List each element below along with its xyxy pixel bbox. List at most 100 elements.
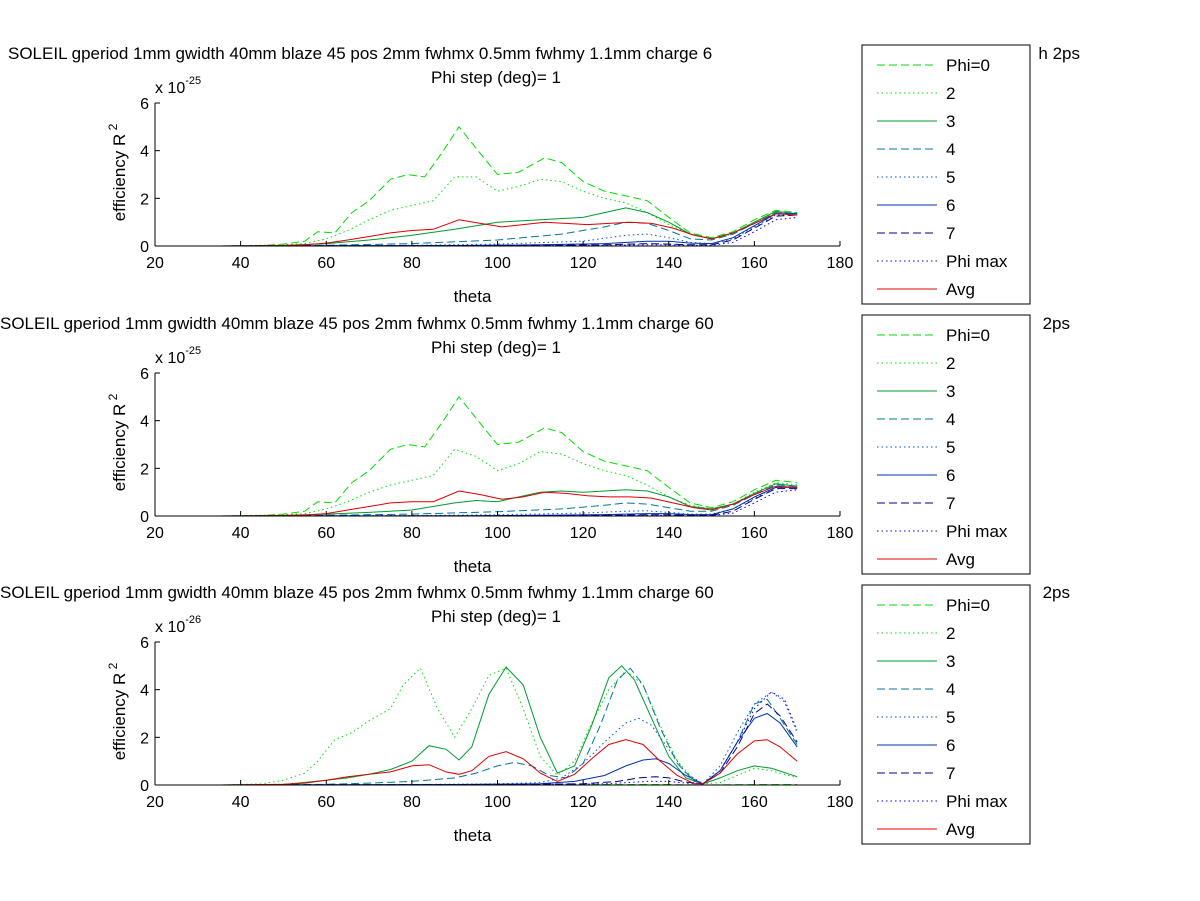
chart-panel-3: 20 40 60 80 100 120 140 160 180 0 2 4 6 x 10-26 theta e… bbox=[0, 583, 1070, 845]
series-line-3 bbox=[219, 665, 798, 786]
y-tick-label: 0 bbox=[140, 778, 149, 795]
y-axis-label-text: efficiency R bbox=[110, 134, 129, 222]
legend-label: Phi max bbox=[946, 792, 1008, 811]
chart-title: SOLEIL gperiod 1mm gwidth 40mm blaze 45 … bbox=[0, 314, 714, 333]
y-tick-label: 6 bbox=[140, 96, 149, 113]
x-tick-label: 120 bbox=[570, 794, 597, 811]
chart-panel-1: 20 40 60 80 100 120 140 160 180 0 2 4 6 x 10-25 theta e… bbox=[8, 44, 1080, 306]
x-tick-label: 140 bbox=[655, 525, 682, 542]
legend-label: 6 bbox=[946, 466, 955, 485]
legend-box bbox=[861, 44, 1031, 305]
legend-label: Phi=0 bbox=[946, 56, 990, 75]
legend-label: 7 bbox=[946, 494, 955, 513]
scale-factor: x 10-25 bbox=[155, 75, 201, 97]
legend-label: 3 bbox=[946, 652, 955, 671]
chart-title: SOLEIL gperiod 1mm gwidth 40mm blaze 45 … bbox=[8, 44, 712, 63]
legend-label: Phi max bbox=[946, 252, 1008, 271]
series-line-4 bbox=[219, 667, 798, 786]
scale-factor-base: x 10 bbox=[155, 350, 185, 367]
series-line-7 bbox=[219, 703, 798, 786]
legend: Phi=0 2 3 4 5 6 7 Phi max Avg bbox=[861, 584, 1031, 845]
legend-label: Avg bbox=[946, 280, 975, 299]
x-axis-label: theta bbox=[454, 557, 492, 576]
chart-title-tail: 2ps bbox=[1043, 314, 1070, 333]
x-tick-label: 20 bbox=[146, 525, 164, 542]
legend-label: 3 bbox=[946, 112, 955, 131]
y-axis-label: efficiency R 2 bbox=[106, 123, 129, 221]
x-tick-label: 140 bbox=[655, 255, 682, 272]
legend-label: 3 bbox=[946, 382, 955, 401]
series-line-6 bbox=[219, 712, 798, 786]
x-tick-label: 40 bbox=[232, 255, 250, 272]
x-tick-label: 160 bbox=[741, 255, 768, 272]
x-tick-label: 40 bbox=[232, 794, 250, 811]
legend-label: 4 bbox=[946, 410, 955, 429]
x-tick-label: 180 bbox=[827, 794, 854, 811]
y-axis-label-text: efficiency R bbox=[110, 404, 129, 492]
chart-title-tail: 2ps bbox=[1043, 583, 1070, 602]
x-axis-label: theta bbox=[454, 287, 492, 306]
series-line-7 bbox=[219, 488, 798, 517]
legend-label: 2 bbox=[946, 84, 955, 103]
series-line-9 bbox=[219, 213, 798, 247]
series-line-2 bbox=[219, 667, 798, 786]
x-tick-label: 140 bbox=[655, 794, 682, 811]
x-tick-label: 80 bbox=[403, 525, 421, 542]
chart-subtitle: Phi step (deg)= 1 bbox=[431, 68, 561, 87]
legend-label: 4 bbox=[946, 680, 955, 699]
chart-panel-2: 20 40 60 80 100 120 140 160 180 0 2 4 6 x 10-25 theta e… bbox=[0, 314, 1070, 576]
series-line-9 bbox=[219, 485, 798, 517]
legend-label: Avg bbox=[946, 820, 975, 839]
y-tick-label: 4 bbox=[140, 683, 149, 700]
x-tick-label: 60 bbox=[317, 255, 335, 272]
scale-factor-exponent: -26 bbox=[185, 614, 201, 626]
scale-factor: x 10-25 bbox=[155, 345, 201, 367]
legend-label: Phi=0 bbox=[946, 326, 990, 345]
y-tick-label: 0 bbox=[140, 239, 149, 256]
y-axis-label: efficiency R 2 bbox=[106, 393, 129, 491]
legend: Phi=0 2 3 4 5 6 7 Phi max Avg bbox=[861, 314, 1031, 575]
chart-title-tail: h 2ps bbox=[1038, 44, 1080, 63]
x-tick-label: 100 bbox=[484, 255, 511, 272]
x-tick-label: 60 bbox=[317, 525, 335, 542]
legend-label: 5 bbox=[946, 708, 955, 727]
x-tick-label: 20 bbox=[146, 794, 164, 811]
y-axis-label: efficiency R 2 bbox=[106, 662, 129, 760]
legend-label: 5 bbox=[946, 438, 955, 457]
series-lines bbox=[219, 665, 798, 786]
series-line-1 bbox=[219, 395, 798, 517]
scale-factor-exponent: -25 bbox=[185, 75, 201, 87]
y-tick-label: 2 bbox=[140, 461, 149, 478]
legend: Phi=0 2 3 4 5 6 7 Phi max Avg bbox=[861, 44, 1031, 305]
y-tick-label: 0 bbox=[140, 509, 149, 526]
x-tick-label: 120 bbox=[570, 525, 597, 542]
series-lines bbox=[219, 395, 798, 517]
x-tick-label: 100 bbox=[484, 525, 511, 542]
series-line-5 bbox=[219, 691, 798, 786]
x-axis-label: theta bbox=[454, 826, 492, 845]
legend-label: 4 bbox=[946, 140, 955, 159]
x-tick-label: 180 bbox=[827, 255, 854, 272]
series-line-8 bbox=[219, 489, 798, 517]
series-line-6 bbox=[219, 213, 798, 247]
legend-label: 6 bbox=[946, 736, 955, 755]
x-tick-label: 60 bbox=[317, 794, 335, 811]
series-line-2 bbox=[219, 448, 798, 517]
x-tick-label: 20 bbox=[146, 255, 164, 272]
series-line-9 bbox=[219, 739, 798, 786]
series-line-1 bbox=[219, 125, 798, 247]
x-tick-label: 80 bbox=[403, 794, 421, 811]
x-tick-label: 180 bbox=[827, 525, 854, 542]
x-tick-label: 80 bbox=[403, 255, 421, 272]
x-tick-label: 160 bbox=[741, 794, 768, 811]
y-axis-label-text: efficiency R bbox=[110, 673, 129, 761]
chart-title: SOLEIL gperiod 1mm gwidth 40mm blaze 45 … bbox=[0, 583, 714, 602]
legend-label: 6 bbox=[946, 196, 955, 215]
x-tick-label: 100 bbox=[484, 794, 511, 811]
legend-label: 7 bbox=[946, 224, 955, 243]
legend-label: 5 bbox=[946, 168, 955, 187]
y-axis-label-exponent: 2 bbox=[106, 662, 120, 672]
scale-factor-base: x 10 bbox=[155, 80, 185, 97]
legend-label: Phi max bbox=[946, 522, 1008, 541]
series-line-5 bbox=[219, 214, 798, 247]
